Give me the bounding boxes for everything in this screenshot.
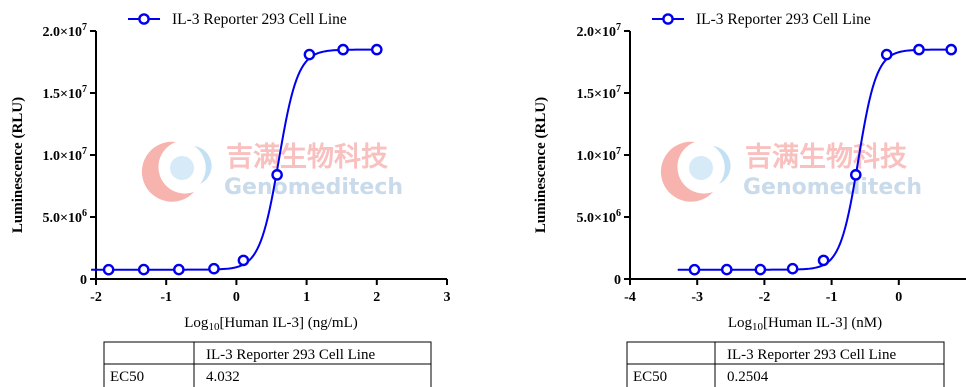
data-point — [208, 262, 220, 275]
x-tick-label: -2 — [90, 290, 102, 305]
data-point — [720, 263, 733, 276]
y-tick-label: 2.0×107 — [43, 22, 87, 40]
watermark-logo-blue-icon — [194, 146, 212, 184]
legend-marker-icon — [662, 13, 674, 25]
watermark-en-text: Genomeditech — [224, 175, 403, 200]
data-point — [370, 43, 383, 56]
x-tick-label: 3 — [444, 290, 451, 305]
watermark-logo-red-icon — [660, 141, 713, 202]
watermark-en-text: Genomeditech — [743, 175, 922, 200]
x-tick-label: -4 — [624, 290, 636, 305]
results-table: IL-3 Reporter 293 Cell Line EC50 4.032 — [103, 341, 432, 387]
data-point — [688, 263, 701, 276]
legend: IL-3 Reporter 293 Cell Line — [128, 11, 347, 28]
x-tick-label: -1 — [826, 290, 838, 305]
watermark-cn-text: 吉满生物科技 — [226, 142, 388, 173]
x-tick-label: -3 — [691, 290, 703, 305]
data-point — [337, 43, 349, 56]
legend: IL-3 Reporter 293 Cell Line — [652, 11, 871, 28]
y-tick-label: 0 — [614, 273, 621, 288]
table-cell: 0.2504 — [727, 369, 769, 385]
y-tick-label: 0 — [80, 273, 87, 288]
data-point — [237, 254, 250, 267]
x-tick-label: -2 — [759, 290, 771, 305]
data-point — [303, 48, 316, 61]
table-cell: EC50 — [110, 369, 144, 385]
y-tick-label: 1.5×107 — [577, 84, 621, 102]
data-point — [849, 169, 862, 181]
y-axis-label: Luminescence (RLU) — [533, 97, 549, 233]
y-tick-label: 1.0×107 — [43, 146, 87, 164]
data-point — [913, 43, 925, 56]
legend-marker-icon — [138, 13, 150, 25]
data-point — [880, 48, 893, 61]
x-tick-label: 1 — [303, 290, 310, 305]
x-tick-label: 2 — [373, 290, 380, 305]
data-point — [173, 263, 185, 276]
table-header-cell: IL-3 Reporter 293 Cell Line — [727, 347, 896, 363]
x-tick-label: -1 — [160, 290, 172, 305]
data-point — [137, 263, 150, 276]
y-tick-label: 1.5×107 — [43, 84, 87, 102]
x-axis-label: Log10[Human IL-3] (ng/mL) — [184, 315, 357, 333]
data-point — [817, 254, 830, 267]
y-axis-label: Luminescence (RLU) — [10, 97, 26, 233]
data-point — [786, 262, 799, 275]
table-cell: EC50 — [633, 369, 667, 385]
legend-label: IL-3 Reporter 293 Cell Line — [172, 11, 347, 28]
y-tick-label: 5.0×106 — [43, 208, 87, 226]
data-point — [754, 263, 767, 276]
table-border — [103, 341, 432, 387]
x-tick-label: 0 — [233, 290, 240, 305]
watermark-cn-text: 吉满生物科技 — [745, 142, 907, 173]
y-tick-label: 1.0×107 — [577, 146, 621, 164]
data-point — [102, 263, 115, 276]
results-table: IL-3 Reporter 293 Cell Line EC50 0.2504 — [626, 341, 945, 387]
table-cell: 4.032 — [206, 369, 240, 385]
data-point — [271, 169, 283, 181]
watermark-logo-blue-icon — [713, 146, 731, 184]
watermark-logo-dot-icon — [689, 156, 713, 180]
x-axis-label: Log10[Human IL-3] (nM) — [728, 315, 882, 333]
watermark-logo-dot-icon — [170, 156, 194, 180]
watermark-logo-red-icon — [141, 141, 194, 202]
data-point — [945, 43, 958, 56]
y-tick-label: 5.0×106 — [577, 208, 621, 226]
table-header-cell: IL-3 Reporter 293 Cell Line — [206, 347, 375, 363]
x-tick-label: 0 — [895, 290, 902, 305]
legend-label: IL-3 Reporter 293 Cell Line — [696, 11, 871, 28]
y-tick-label: 2.0×107 — [577, 22, 621, 40]
table-border — [626, 341, 945, 387]
